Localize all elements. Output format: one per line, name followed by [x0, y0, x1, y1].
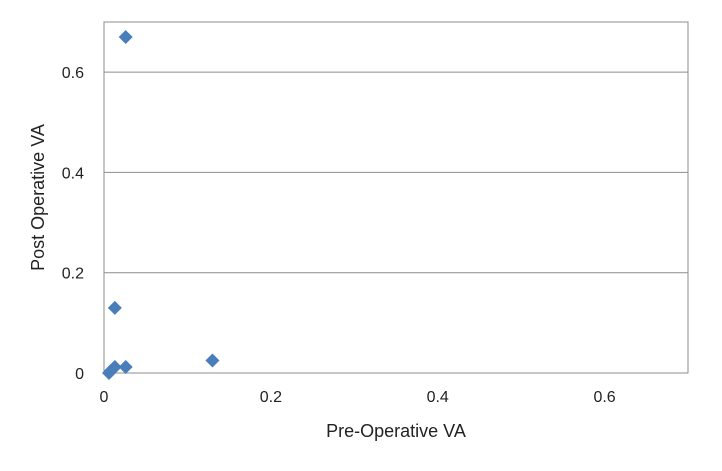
- data-points: [102, 30, 220, 380]
- x-tick-label: 0.2: [260, 389, 282, 406]
- gridlines: [104, 71, 688, 274]
- y-axis-title: Post Operative VA: [28, 124, 48, 271]
- y-tick-label: 0.2: [62, 266, 84, 283]
- x-axis-ticks: 0 0.2 0.4 0.6: [100, 389, 616, 406]
- y-tick-label: 0: [75, 366, 84, 383]
- data-point: [118, 359, 133, 374]
- x-axis-title: Pre-Operative VA: [326, 421, 466, 441]
- x-tick-label: 0.4: [427, 389, 449, 406]
- y-tick-label: 0.6: [62, 65, 84, 82]
- data-point: [205, 353, 220, 368]
- x-tick-label: 0.6: [593, 389, 615, 406]
- plot-area-border: [103, 21, 689, 374]
- data-point: [102, 366, 117, 380]
- data-point: [107, 300, 122, 315]
- x-tick-label: 0: [100, 389, 109, 406]
- data-point: [118, 30, 133, 45]
- y-axis-ticks: 0 0.2 0.4 0.6: [62, 65, 84, 383]
- y-tick-label: 0.4: [62, 165, 84, 182]
